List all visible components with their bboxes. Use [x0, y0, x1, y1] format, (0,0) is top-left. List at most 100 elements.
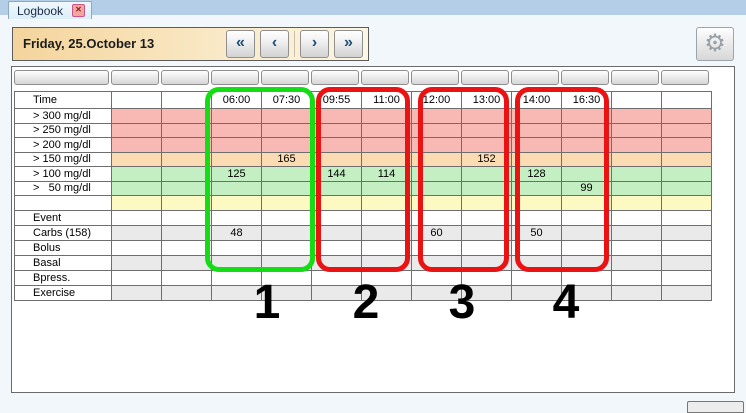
- grid-cell[interactable]: [362, 285, 412, 301]
- grid-cell[interactable]: [112, 152, 162, 167]
- grid-cell[interactable]: [112, 138, 162, 153]
- grid-cell[interactable]: 165: [262, 152, 312, 167]
- grid-cell[interactable]: [312, 225, 362, 241]
- grid-cell[interactable]: [462, 240, 512, 256]
- grid-cell[interactable]: [312, 270, 362, 286]
- grid-cell[interactable]: [162, 285, 212, 301]
- column-header[interactable]: [311, 70, 359, 85]
- grid-cell[interactable]: 11:00: [362, 92, 412, 109]
- grid-cell[interactable]: [112, 210, 162, 226]
- grid-cell[interactable]: [362, 152, 412, 167]
- grid-cell[interactable]: [112, 167, 162, 182]
- grid-cell[interactable]: [312, 109, 362, 124]
- grid-cell[interactable]: [412, 196, 462, 211]
- grid-cell[interactable]: [462, 109, 512, 124]
- grid-cell[interactable]: [312, 210, 362, 226]
- next-day-button[interactable]: ›: [300, 30, 329, 58]
- grid-cell[interactable]: [362, 255, 412, 271]
- grid-cell[interactable]: [262, 285, 312, 301]
- grid-cell[interactable]: [462, 181, 512, 196]
- grid-cell[interactable]: [212, 285, 262, 301]
- grid-cell[interactable]: [412, 167, 462, 182]
- grid-cell[interactable]: 128: [512, 167, 562, 182]
- grid-cell[interactable]: [412, 123, 462, 138]
- grid-cell[interactable]: [412, 270, 462, 286]
- grid-cell[interactable]: [112, 109, 162, 124]
- grid-cell[interactable]: 152: [462, 152, 512, 167]
- grid-cell[interactable]: [612, 138, 662, 153]
- grid-cell[interactable]: [162, 152, 212, 167]
- grid-cell[interactable]: [312, 152, 362, 167]
- grid-cell[interactable]: [462, 285, 512, 301]
- grid-cell[interactable]: [412, 285, 462, 301]
- grid-cell[interactable]: [362, 138, 412, 153]
- grid-cell[interactable]: [612, 210, 662, 226]
- grid-cell[interactable]: 07:30: [262, 92, 312, 109]
- grid-cell[interactable]: [262, 225, 312, 241]
- grid-cell[interactable]: 50: [512, 225, 562, 241]
- grid-cell[interactable]: [412, 240, 462, 256]
- grid-cell[interactable]: [112, 225, 162, 241]
- grid-cell[interactable]: [462, 270, 512, 286]
- grid-cell[interactable]: [512, 210, 562, 226]
- grid-cell[interactable]: [512, 109, 562, 124]
- grid-cell[interactable]: [362, 196, 412, 211]
- grid-cell[interactable]: [512, 152, 562, 167]
- grid-cell[interactable]: [662, 285, 712, 301]
- grid-cell[interactable]: [262, 240, 312, 256]
- grid-cell[interactable]: [512, 181, 562, 196]
- grid-cell[interactable]: [612, 225, 662, 241]
- grid-cell[interactable]: [212, 138, 262, 153]
- grid-cell[interactable]: [662, 123, 712, 138]
- grid-cell[interactable]: [562, 152, 612, 167]
- grid-cell[interactable]: [662, 270, 712, 286]
- grid-cell[interactable]: [212, 152, 262, 167]
- grid-cell[interactable]: [412, 109, 462, 124]
- grid-cell[interactable]: [612, 167, 662, 182]
- grid-cell[interactable]: 06:00: [212, 92, 262, 109]
- grid-cell[interactable]: [662, 210, 712, 226]
- column-header[interactable]: [411, 70, 459, 85]
- column-header[interactable]: [511, 70, 559, 85]
- grid-cell[interactable]: [612, 109, 662, 124]
- grid-cell[interactable]: 125: [212, 167, 262, 182]
- grid-cell[interactable]: [462, 138, 512, 153]
- grid-cell[interactable]: [212, 196, 262, 211]
- grid-cell[interactable]: [312, 123, 362, 138]
- grid-cell[interactable]: 14:00: [512, 92, 562, 109]
- grid-cell[interactable]: 09:55: [312, 92, 362, 109]
- grid-cell[interactable]: [512, 240, 562, 256]
- grid-cell[interactable]: [412, 210, 462, 226]
- grid-cell[interactable]: 13:00: [462, 92, 512, 109]
- grid-cell[interactable]: [262, 109, 312, 124]
- grid-cell[interactable]: [462, 225, 512, 241]
- grid-cell[interactable]: [662, 196, 712, 211]
- column-header[interactable]: [561, 70, 609, 85]
- grid-cell[interactable]: [362, 270, 412, 286]
- grid-cell[interactable]: [412, 255, 462, 271]
- grid-cell[interactable]: [312, 181, 362, 196]
- grid-cell[interactable]: [562, 167, 612, 182]
- first-day-button[interactable]: «: [226, 30, 255, 58]
- grid-cell[interactable]: [262, 138, 312, 153]
- grid-cell[interactable]: [112, 270, 162, 286]
- grid-cell[interactable]: [262, 196, 312, 211]
- grid-cell[interactable]: [612, 196, 662, 211]
- grid-cell[interactable]: [162, 109, 212, 124]
- grid-cell[interactable]: [362, 109, 412, 124]
- grid-cell[interactable]: [162, 210, 212, 226]
- grid-cell[interactable]: 12:00: [412, 92, 462, 109]
- grid-cell[interactable]: 114: [362, 167, 412, 182]
- grid-cell[interactable]: [212, 181, 262, 196]
- grid-cell[interactable]: [162, 138, 212, 153]
- grid-cell[interactable]: [112, 285, 162, 301]
- grid-cell[interactable]: [162, 181, 212, 196]
- grid-cell[interactable]: [312, 196, 362, 211]
- grid-cell[interactable]: [112, 92, 162, 109]
- grid-cell[interactable]: [262, 270, 312, 286]
- column-header[interactable]: [611, 70, 659, 85]
- grid-cell[interactable]: [262, 210, 312, 226]
- last-day-button[interactable]: »: [334, 30, 363, 58]
- grid-cell[interactable]: [612, 152, 662, 167]
- grid-cell[interactable]: [162, 240, 212, 256]
